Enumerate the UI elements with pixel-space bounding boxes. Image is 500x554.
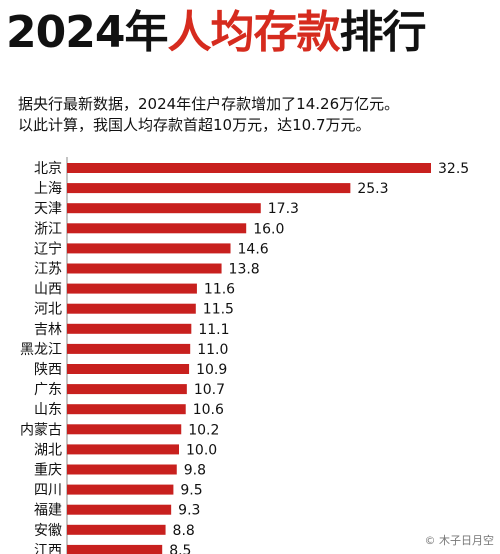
watermark: © 木子日月空 (424, 534, 495, 547)
category-label: 湖北 (34, 442, 62, 458)
bar (67, 303, 196, 314)
category-label: 黑龙江 (20, 342, 62, 358)
value-label: 10.2 (188, 422, 219, 438)
bar (67, 364, 190, 374)
bar (67, 243, 231, 254)
value-label: 8.5 (169, 543, 191, 554)
value-label: 32.5 (438, 161, 469, 177)
category-label: 山东 (34, 402, 62, 418)
bar (67, 424, 182, 435)
bar (67, 444, 179, 455)
category-label: 江苏 (34, 262, 62, 278)
category-label: 山西 (34, 282, 62, 298)
bar (67, 484, 174, 495)
value-label: 16.0 (253, 221, 284, 237)
value-label: 11.0 (197, 342, 228, 358)
value-label: 10.0 (186, 442, 217, 458)
bar (67, 504, 172, 515)
category-label: 河北 (34, 302, 62, 318)
bar (67, 263, 222, 274)
value-label: 8.8 (173, 523, 195, 539)
value-label: 10.9 (196, 362, 227, 378)
category-label: 广东 (34, 382, 62, 398)
description-line-1: 据央行最新数据，2024年住户存款增加了14.26万亿元。 (18, 95, 400, 113)
bar-chart: 北京 32.5 上海 25.3 天津 17.3 浙江 16.0 辽宁 14.6 江苏 13.8 山西 11… (20, 157, 469, 554)
bar (67, 464, 177, 475)
bar (67, 343, 191, 354)
title-highlight: 人均存款 (167, 7, 340, 58)
title-year: 2024年 (6, 7, 168, 58)
category-label: 陕西 (34, 362, 62, 378)
value-label: 11.6 (204, 282, 235, 298)
category-label: 四川 (34, 483, 62, 499)
bar (67, 544, 163, 554)
category-label: 内蒙古 (20, 422, 62, 438)
category-label: 福建 (34, 503, 62, 519)
category-label: 浙江 (34, 221, 62, 237)
category-label: 上海 (34, 181, 62, 197)
value-label: 9.8 (184, 463, 206, 479)
category-label: 重庆 (34, 463, 62, 479)
bar (67, 283, 197, 294)
bar (67, 384, 187, 395)
category-label: 吉林 (34, 322, 62, 338)
value-label: 14.6 (238, 241, 269, 257)
bar (67, 223, 247, 234)
category-label: 江西 (34, 543, 62, 554)
description-line-2: 以此计算，我国人均存款首超10万元，达10.7万元。 (18, 116, 371, 134)
bar (67, 524, 166, 535)
title-tail: 排行 (339, 7, 426, 58)
value-label: 11.1 (198, 322, 229, 338)
page-title: 2024年人均存款排行 (6, 2, 426, 64)
bar (67, 404, 186, 415)
value-label: 17.3 (268, 201, 299, 217)
category-label: 安徽 (34, 523, 62, 539)
bar (67, 183, 351, 194)
value-label: 10.6 (193, 402, 224, 418)
value-label: 11.5 (203, 302, 234, 318)
bar (67, 203, 261, 214)
value-label: 9.3 (178, 503, 200, 519)
value-label: 13.8 (229, 262, 260, 278)
bar (67, 323, 192, 334)
category-label: 北京 (34, 161, 62, 177)
category-label: 辽宁 (34, 240, 62, 257)
category-label: 天津 (34, 201, 62, 217)
value-label: 9.5 (180, 483, 202, 499)
value-label: 25.3 (357, 181, 388, 197)
value-label: 10.7 (194, 382, 225, 398)
bar (67, 163, 431, 173)
